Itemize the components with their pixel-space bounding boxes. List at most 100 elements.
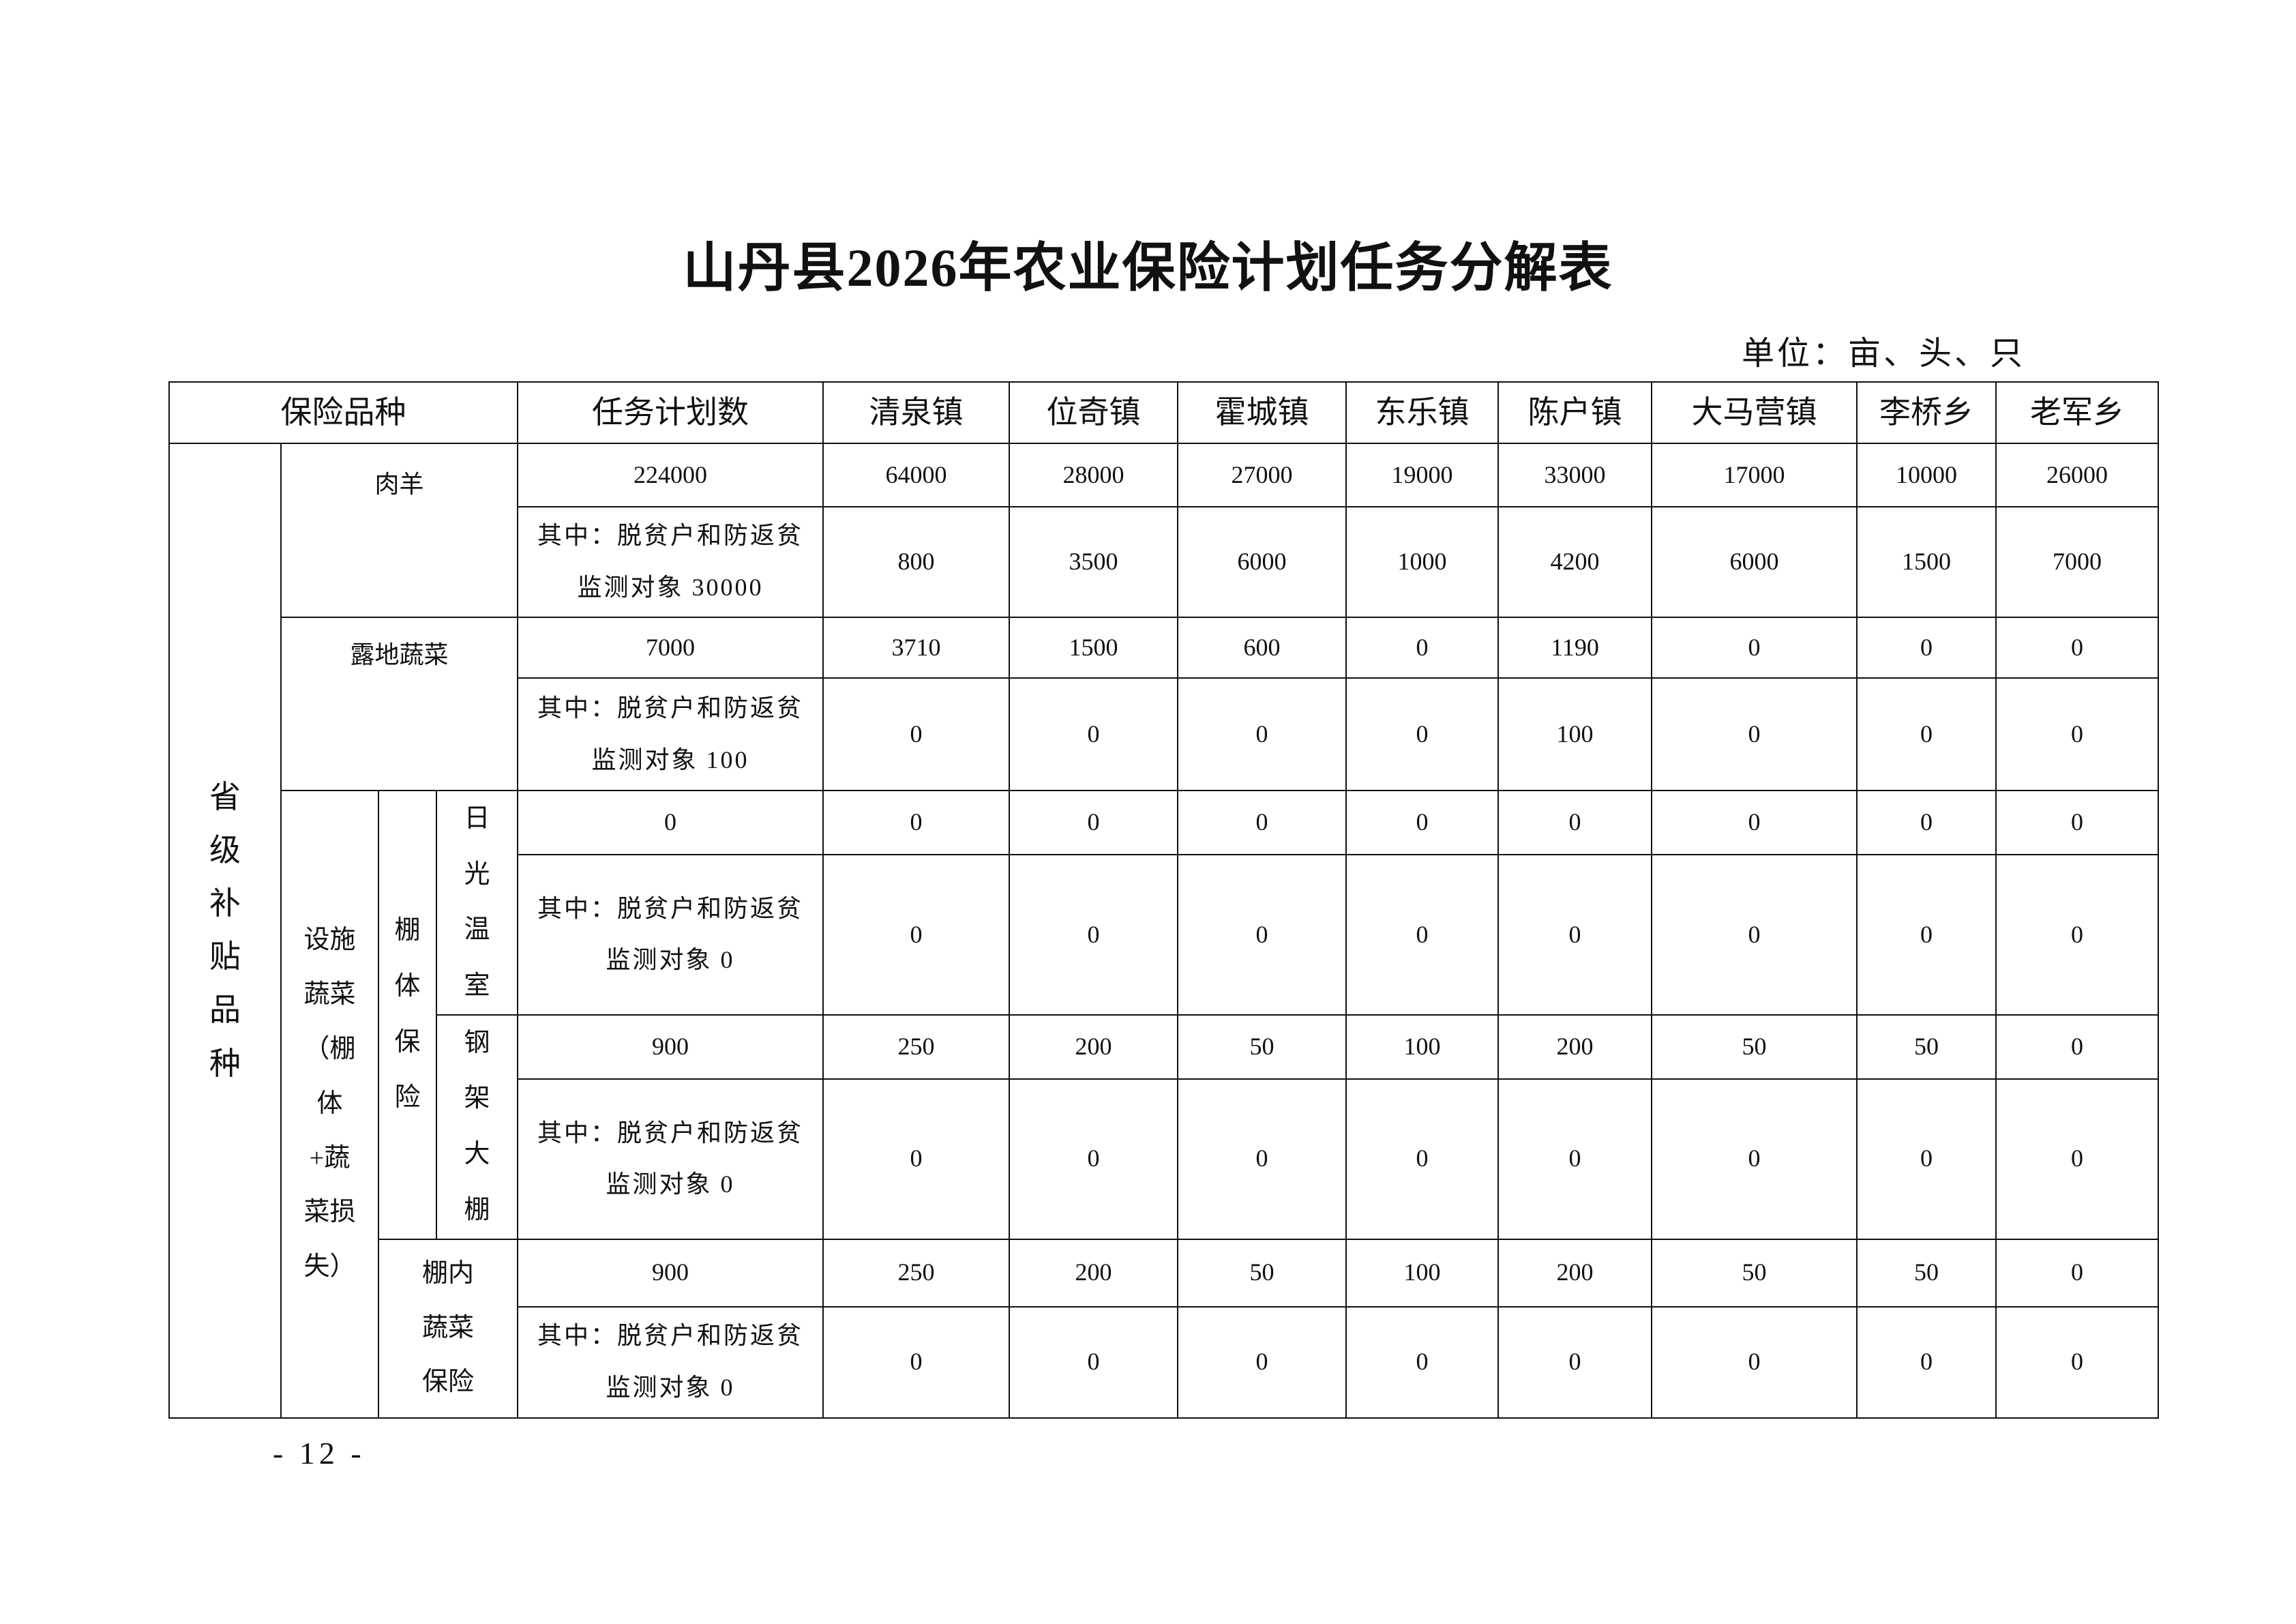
town-value-cell: 0 — [1995, 677, 2159, 791]
town-value-cell: 50 — [1651, 1238, 1858, 1308]
plan-value: 其中：脱贫户和防返贫监测对象 30000 — [537, 522, 803, 601]
town-value-cell: 0 — [1009, 677, 1178, 791]
plan-value: 900 — [652, 1033, 689, 1061]
town-value-cell: 0 — [822, 1305, 1010, 1419]
header-category: 保险品种 — [168, 381, 518, 444]
town-value-cell: 0 — [822, 789, 1010, 856]
plan-value: 900 — [652, 1258, 689, 1286]
town-value-cell: 600 — [1177, 617, 1347, 679]
town-value-cell: 33000 — [1497, 443, 1652, 507]
town-value-cell: 250 — [822, 1014, 1010, 1080]
town-value-cell: 100 — [1345, 1238, 1499, 1308]
town-value-cell: 0 — [1995, 1305, 2159, 1419]
town-value-cell: 3500 — [1009, 506, 1178, 618]
town-value-cell: 19000 — [1345, 443, 1499, 507]
plan-value: 其中：脱贫户和防返贫监测对象 100 — [537, 694, 803, 773]
facility-veg-cell: 设施蔬菜（棚体+蔬菜损失） — [280, 790, 379, 1419]
town-value-cell: 0 — [822, 1078, 1010, 1240]
town-value-cell: 800 — [822, 506, 1010, 618]
town-value-cell: 6000 — [1177, 506, 1347, 618]
town-value-cell: 100 — [1497, 677, 1652, 791]
town-value-cell: 0 — [1856, 789, 1997, 856]
town-value-cell: 6000 — [1651, 506, 1858, 618]
town-value-cell: 0 — [1345, 1078, 1499, 1240]
town-value-cell: 0 — [1177, 1078, 1347, 1240]
plan-value: 其中：脱贫户和防返贫监测对象 0 — [537, 894, 803, 974]
town-value-cell: 4200 — [1497, 506, 1652, 618]
table-row: 其中：脱贫户和防返贫监测对象 30000 800 3500 6000 1000 4200 6… — [169, 506, 2159, 618]
town-value-cell: 200 — [1497, 1014, 1652, 1080]
town-value-cell: 200 — [1009, 1238, 1178, 1308]
plan-value: 7000 — [646, 633, 695, 661]
table-row: 省级补贴品种 肉羊 224000 64000 28000 27000 19000 3300… — [168, 443, 2159, 1419]
table-row: 钢架大棚 900 250 200 50 100 200 50 50 0 — [169, 1014, 2159, 1240]
facility-veg-label: 设施蔬菜（棚体+蔬菜损失） — [303, 926, 356, 1282]
table-row: 露地蔬菜 7000 3710 1500 600 0 1190 0 0 0 — [169, 617, 2159, 791]
town-value-cell: 250 — [822, 1238, 1010, 1308]
town-value-cell: 64000 — [822, 443, 1010, 507]
town-value-cell: 0 — [1651, 617, 1858, 679]
town-value-cell: 0 — [1995, 1238, 2159, 1308]
town-value-cell: 0 — [1995, 789, 2159, 856]
provincial-label: 省级补贴品种 — [209, 779, 241, 1081]
town-value-cell: 1500 — [1009, 617, 1178, 679]
unit-note: 单位：亩、头、只 — [1741, 336, 2025, 372]
town-value-cell: 0 — [1345, 1305, 1499, 1419]
solar-greenhouse-label: 日光温室 — [464, 804, 490, 1001]
town-value-cell: 0 — [1651, 677, 1858, 791]
town-value-cell: 0 — [1995, 854, 2159, 1016]
table-row: 棚内蔬菜保险 900 250 200 50 100 200 50 50 0 — [169, 1238, 2159, 1419]
town-value-cell: 0 — [1651, 1078, 1858, 1240]
town-value-cell: 0 — [1009, 789, 1178, 856]
in-shed-veg-cell: 棚内蔬菜保险 — [378, 1238, 518, 1419]
town-value-cell: 17000 — [1651, 443, 1858, 507]
plan-cell: 其中：脱贫户和防返贫监测对象 0 — [517, 1078, 824, 1240]
plan-cell: 900 — [517, 1238, 824, 1308]
town-value-cell: 0 — [1995, 1078, 2159, 1240]
town-value-cell: 0 — [1856, 677, 1997, 791]
table-row: 其中：脱贫户和防返贫监测对象 100 0 0 0 0 100 0 0 0 — [169, 677, 2159, 791]
town-value-cell: 0 — [1497, 1305, 1652, 1419]
steel-shed-cell: 钢架大棚 — [436, 1014, 518, 1240]
header-row: 保险品种 任务计划数 清泉镇 位奇镇 霍城镇 东乐镇 陈户镇 大马营镇 李桥乡 … — [168, 381, 2159, 444]
town-value-cell: 7000 — [1995, 506, 2159, 618]
town-value-cell: 200 — [1009, 1014, 1178, 1080]
open-veg-label: 露地蔬菜 — [350, 641, 449, 668]
plan-cell: 其中：脱贫户和防返贫监测对象 30000 — [517, 506, 824, 618]
town-value-cell: 0 — [1651, 1305, 1858, 1419]
meat-sheep-cell: 肉羊 — [280, 443, 518, 618]
town-value-cell: 27000 — [1177, 443, 1347, 507]
header-town: 老军乡 — [1995, 381, 2159, 444]
plan-value: 其中：脱贫户和防返贫监测对象 0 — [537, 1119, 803, 1198]
page-number: - 12 - — [273, 1436, 366, 1471]
shed-insurance-label: 棚体保险 — [394, 916, 421, 1112]
town-value-cell: 200 — [1497, 1238, 1652, 1308]
town-value-cell: 0 — [1177, 1305, 1347, 1419]
plan-cell: 其中：脱贫户和防返贫监测对象 100 — [517, 677, 824, 791]
plan-cell: 其中：脱贫户和防返贫监测对象 0 — [517, 1305, 824, 1419]
town-value-cell: 0 — [1177, 677, 1347, 791]
town-value-cell: 0 — [1177, 854, 1347, 1016]
town-value-cell: 0 — [1497, 854, 1652, 1016]
town-value-cell: 50 — [1856, 1238, 1997, 1308]
town-value-cell: 0 — [1177, 789, 1347, 856]
town-value-cell: 0 — [1651, 854, 1858, 1016]
town-value-cell: 50 — [1651, 1014, 1858, 1080]
town-value-cell: 0 — [1009, 854, 1178, 1016]
town-value-cell: 0 — [1856, 1078, 1997, 1240]
shed-insurance-cell: 棚体保险 — [378, 790, 437, 1240]
header-town: 霍城镇 — [1177, 381, 1347, 444]
town-value-cell: 0 — [822, 677, 1010, 791]
open-veg-cell: 露地蔬菜 — [280, 617, 518, 791]
header-town: 陈户镇 — [1497, 381, 1652, 444]
town-value-cell: 0 — [1345, 854, 1499, 1016]
town-value-cell: 0 — [1856, 854, 1997, 1016]
town-value-cell: 0 — [1009, 1305, 1178, 1419]
town-value-cell: 0 — [1651, 789, 1858, 856]
town-value-cell: 1190 — [1497, 617, 1652, 679]
town-value-cell: 28000 — [1009, 443, 1178, 507]
town-value-cell: 0 — [1856, 1305, 1997, 1419]
